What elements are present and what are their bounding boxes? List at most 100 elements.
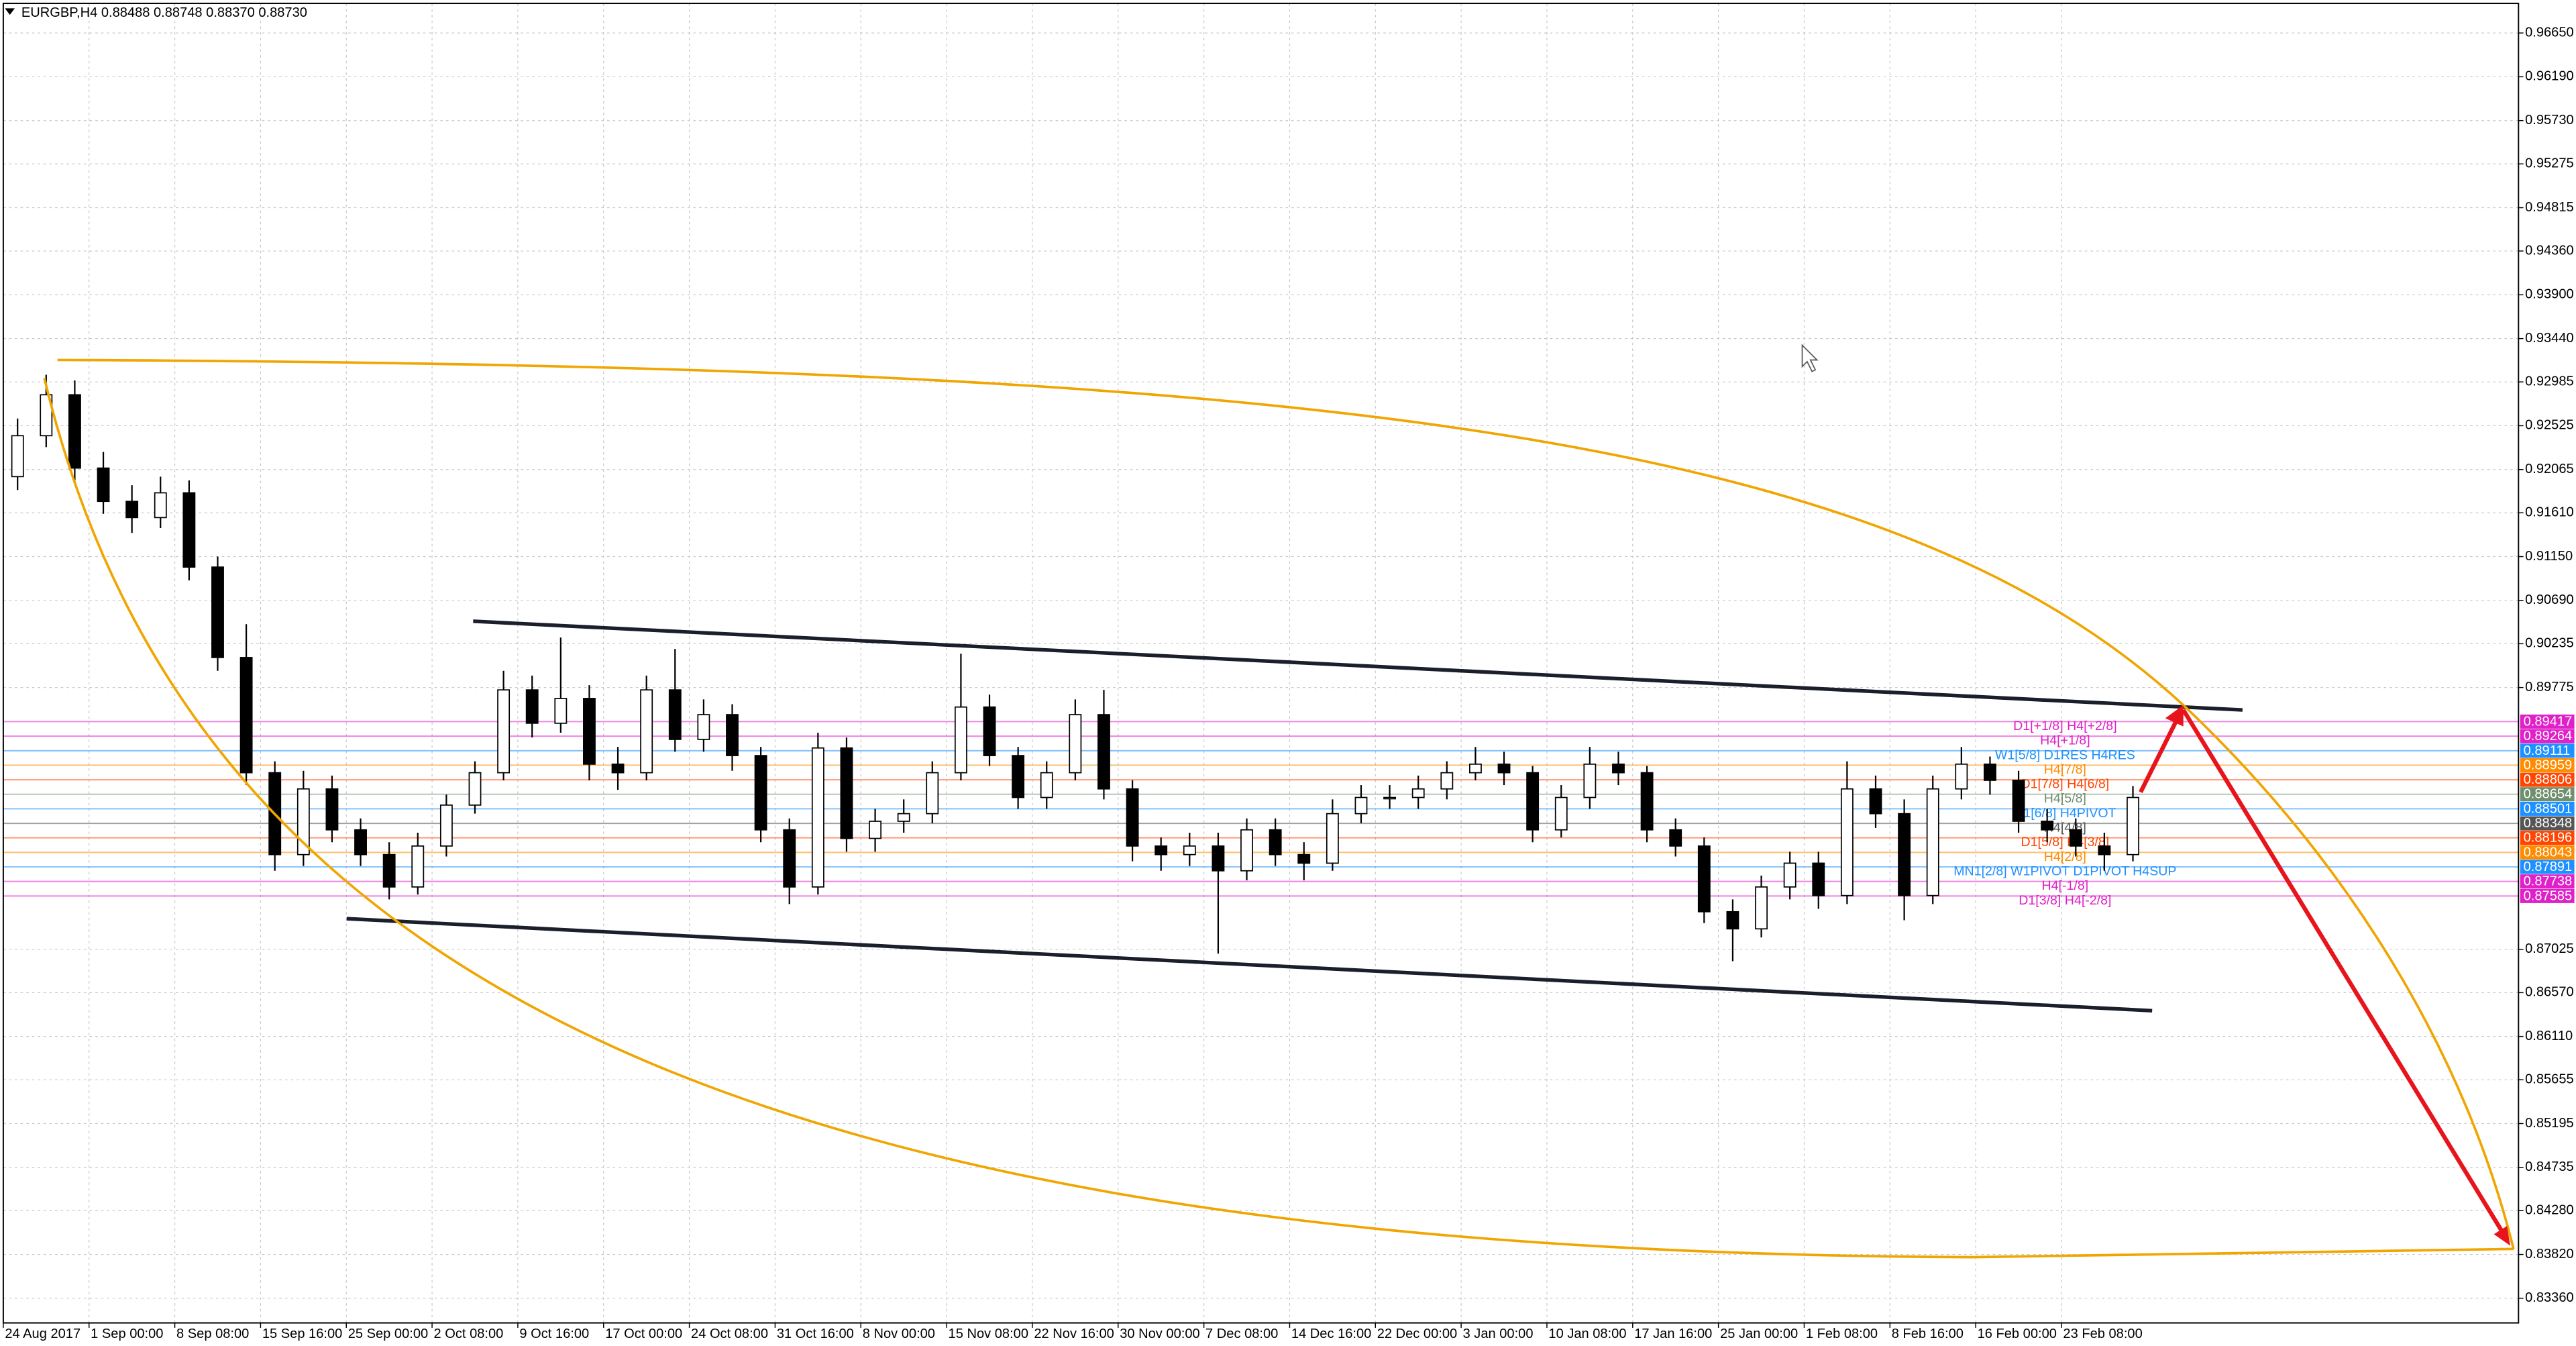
level-price-box bbox=[2520, 772, 2575, 787]
level-price-box bbox=[2520, 787, 2575, 802]
candle-body bbox=[869, 821, 882, 839]
candle-body bbox=[1269, 829, 1282, 856]
candle-body bbox=[1755, 886, 1768, 930]
candle-body bbox=[983, 706, 996, 756]
y-tick-label: 0.94360 bbox=[2525, 243, 2574, 258]
x-tick-label: 24 Oct 08:00 bbox=[691, 1327, 768, 1341]
candle-body bbox=[2041, 821, 2054, 831]
y-tick-label: 0.91610 bbox=[2525, 505, 2574, 520]
x-tick-label: 7 Dec 08:00 bbox=[1205, 1327, 1278, 1341]
x-tick-label: 22 Dec 00:00 bbox=[1377, 1327, 1457, 1341]
x-tick-label: 8 Feb 16:00 bbox=[1892, 1327, 1964, 1341]
candle-body bbox=[354, 829, 367, 856]
candle-body bbox=[1468, 763, 1482, 774]
x-tick-label: 23 Feb 08:00 bbox=[2063, 1327, 2142, 1341]
x-tick-label: 17 Jan 16:00 bbox=[1634, 1327, 1712, 1341]
candle-body bbox=[668, 689, 682, 740]
level-price-box bbox=[2520, 860, 2575, 874]
candle-body bbox=[2069, 829, 2082, 847]
level-name: H4[5/8] bbox=[2044, 791, 2086, 806]
candle-body bbox=[154, 492, 167, 519]
x-tick-label: 24 Aug 2017 bbox=[5, 1327, 80, 1341]
candle-body bbox=[411, 845, 425, 888]
x-tick-label: 17 Oct 00:00 bbox=[605, 1327, 682, 1341]
candle-body bbox=[1984, 763, 1996, 781]
y-tick-label: 0.87025 bbox=[2525, 941, 2574, 956]
y-tick-label: 0.86570 bbox=[2525, 985, 2574, 1000]
x-tick-label: 15 Nov 08:00 bbox=[949, 1327, 1028, 1341]
arrow-up bbox=[2139, 715, 2181, 793]
channel-bottom bbox=[346, 917, 2153, 1013]
candle-body bbox=[1240, 829, 1253, 872]
axis-layer: 0.96650 0.96190 0.95730 0.95275 0.94815 0.943… bbox=[3, 25, 2575, 1341]
arrow-down bbox=[2181, 709, 2506, 1235]
x-tick-label: 8 Nov 00:00 bbox=[863, 1327, 935, 1341]
candle-body bbox=[125, 501, 139, 519]
y-tick-label: 0.89775 bbox=[2525, 680, 2574, 694]
y-tick-label: 0.84280 bbox=[2525, 1203, 2574, 1218]
candle-body bbox=[2098, 845, 2111, 856]
candle-body bbox=[1155, 845, 1168, 856]
level-price-label: 0.88196 bbox=[2524, 831, 2573, 845]
candle-body bbox=[1411, 788, 1425, 798]
level-price-box bbox=[2520, 729, 2575, 743]
candle-body bbox=[1212, 845, 1225, 872]
y-tick-label: 0.95275 bbox=[2525, 156, 2574, 171]
candle-body bbox=[1640, 772, 1654, 831]
candle-body bbox=[325, 788, 339, 831]
level-price-label: 0.87891 bbox=[2524, 860, 2573, 874]
y-tick-label: 0.85655 bbox=[2525, 1072, 2574, 1086]
x-tick-label: 16 Feb 00:00 bbox=[1978, 1327, 2057, 1341]
candle-body bbox=[1012, 755, 1025, 798]
x-tick-label: 14 Dec 16:00 bbox=[1291, 1327, 1371, 1341]
x-tick-label: 1 Feb 08:00 bbox=[1806, 1327, 1878, 1341]
y-tick-label: 0.90235 bbox=[2525, 636, 2574, 651]
level-price-box bbox=[2520, 845, 2575, 860]
chart-title: EURGBP,H4 0.88488 0.88748 0.88370 0.8873… bbox=[21, 5, 307, 20]
candle-body bbox=[1926, 788, 1939, 896]
candle-body bbox=[1297, 853, 1311, 864]
candle-body bbox=[1612, 763, 1625, 774]
x-tick-label: 15 Sep 16:00 bbox=[262, 1327, 342, 1341]
x-tick-label: 25 Sep 00:00 bbox=[348, 1327, 428, 1341]
candle-body bbox=[1126, 788, 1139, 847]
candle-body bbox=[1726, 911, 1739, 930]
candle-body bbox=[897, 813, 910, 822]
y-tick-label: 0.91150 bbox=[2525, 549, 2573, 564]
level-price-label: 0.88348 bbox=[2524, 816, 2573, 831]
candle-body bbox=[1697, 845, 1711, 913]
y-tick-label: 0.83820 bbox=[2525, 1247, 2574, 1261]
level-price-box bbox=[2520, 743, 2575, 758]
level-price-box bbox=[2520, 874, 2575, 889]
candle-body bbox=[1783, 862, 1796, 888]
level-price-label: 0.87585 bbox=[2524, 888, 2573, 903]
x-tick-label: 22 Nov 16:00 bbox=[1034, 1327, 1114, 1341]
candle-body bbox=[583, 698, 596, 765]
candle-body bbox=[1040, 772, 1053, 798]
candle-body bbox=[640, 689, 653, 774]
y-tick-label: 0.93440 bbox=[2525, 331, 2574, 346]
candle-body bbox=[840, 747, 853, 839]
arc-top bbox=[57, 358, 2515, 1249]
candle-body bbox=[1840, 788, 1854, 896]
candle-body bbox=[1326, 813, 1339, 864]
mouse-cursor bbox=[1801, 344, 1819, 372]
candle-body bbox=[497, 689, 511, 774]
x-tick-label: 1 Sep 00:00 bbox=[91, 1327, 163, 1341]
x-tick-label: 8 Sep 08:00 bbox=[176, 1327, 249, 1341]
level-name: H4[7/8] bbox=[2044, 762, 2086, 777]
y-tick-label: 0.92065 bbox=[2525, 462, 2574, 476]
candle-body bbox=[2127, 796, 2139, 856]
level-price-label: 0.87738 bbox=[2524, 874, 2573, 889]
level-price-box bbox=[2520, 816, 2575, 831]
level-price-box bbox=[2520, 801, 2575, 816]
drawings bbox=[43, 344, 2515, 1259]
candle-body bbox=[697, 714, 710, 740]
candle-body bbox=[1869, 788, 1882, 815]
y-tick-label: 0.90690 bbox=[2525, 592, 2574, 607]
candle-body bbox=[11, 435, 24, 478]
level-name: H4[2/8] bbox=[2044, 849, 2086, 864]
level-name: D1[3/8] H4[-2/8] bbox=[2019, 893, 2111, 908]
level-name: D1[7/8] H4[6/8] bbox=[2021, 777, 2110, 792]
